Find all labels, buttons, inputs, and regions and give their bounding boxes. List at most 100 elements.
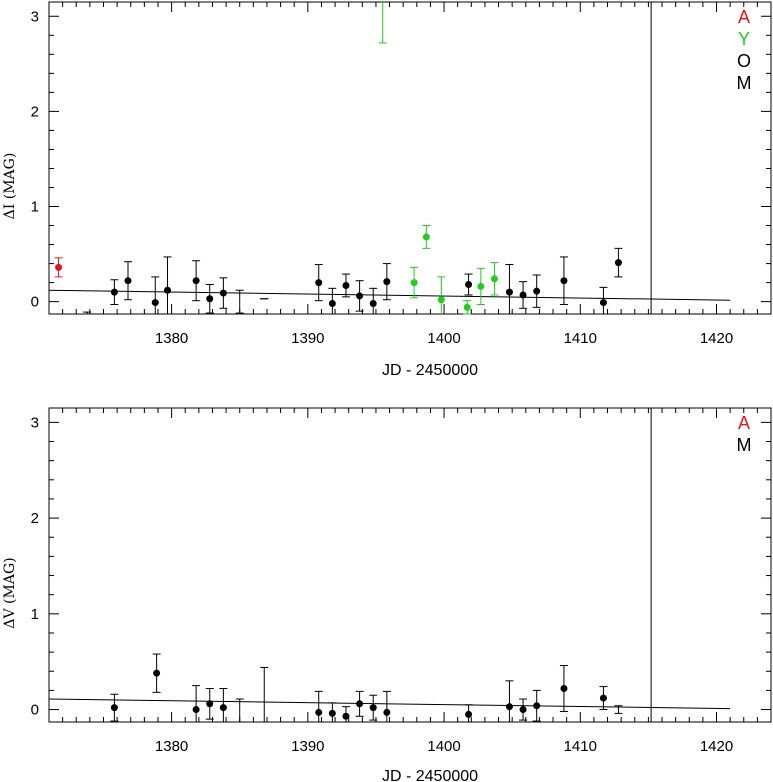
marker (328, 300, 336, 308)
data-point (437, 276, 446, 314)
data-point (260, 666, 269, 722)
data-point (532, 689, 541, 722)
data-point (192, 685, 201, 722)
y-tick-label: 1 (31, 199, 39, 216)
y-axis-title: ΔV (MAG) (2, 557, 18, 628)
data-point (378, 2, 387, 44)
marker (477, 282, 485, 290)
fit-line (48, 698, 731, 710)
marker (356, 700, 364, 708)
marker (164, 286, 172, 294)
data-point (341, 706, 350, 722)
marker (153, 669, 161, 677)
data-point (559, 665, 568, 712)
marker (560, 277, 568, 285)
data-point (151, 276, 160, 314)
marker (315, 708, 323, 716)
data-point (505, 680, 514, 722)
data-point (314, 264, 323, 302)
marker (315, 279, 323, 287)
data-point (219, 277, 228, 309)
data-point (519, 698, 528, 721)
marker (124, 277, 132, 285)
data-point (382, 263, 391, 301)
data-point (355, 690, 364, 717)
data-point (235, 289, 244, 314)
data-point (505, 264, 514, 314)
series-Y (378, 2, 499, 315)
marker (219, 289, 227, 297)
marker (110, 288, 118, 296)
marker (519, 706, 527, 714)
data-point (476, 267, 485, 305)
panel-bottom: 1380 1390 1400 1410 1420 0 1 2 3 JD - 2450000 ΔV (… (2, 407, 772, 782)
marker (505, 288, 513, 296)
data-point (382, 690, 391, 722)
marker (383, 708, 391, 716)
data-point (328, 287, 337, 314)
data-point (532, 274, 541, 308)
data-point (124, 261, 133, 301)
x-tick-label: 1420 (700, 330, 733, 347)
data-point (54, 257, 63, 278)
marker (422, 233, 430, 241)
x-tick-label: 1400 (427, 330, 460, 347)
series-M (110, 653, 623, 722)
marker (560, 684, 568, 692)
x-tick-label: 1380 (155, 330, 188, 347)
legend-entry: M (737, 73, 752, 93)
marker (342, 712, 350, 720)
data-point (599, 686, 608, 711)
x-tick-label: 1380 (155, 738, 188, 755)
marker (533, 287, 541, 295)
fit-line (48, 289, 731, 301)
marker (490, 275, 498, 283)
x-tick-label: 1410 (564, 738, 597, 755)
marker (410, 279, 418, 287)
marker (369, 300, 377, 308)
marker (192, 277, 200, 285)
y-tick-label: 2 (31, 103, 39, 120)
marker (463, 303, 471, 311)
y-tick-label: 3 (31, 8, 39, 25)
data-point (355, 280, 364, 312)
marker (55, 263, 63, 271)
data-point (559, 256, 568, 305)
x-tick-label: 1390 (291, 738, 324, 755)
data-point (464, 273, 473, 296)
data-point (463, 300, 472, 315)
data-point (219, 687, 228, 722)
data-point (599, 286, 608, 314)
marker (219, 704, 227, 712)
marker (206, 700, 214, 708)
y-axis-title: ΔI (MAG) (2, 153, 18, 220)
marker (437, 296, 445, 304)
marker (533, 702, 541, 710)
data-point (490, 262, 499, 296)
marker (369, 704, 377, 712)
y-tick-label: 1 (31, 606, 39, 623)
data-point (369, 287, 378, 314)
legend: AM (737, 413, 752, 455)
marker (599, 694, 607, 702)
legend-entry: M (737, 435, 752, 455)
marker (356, 292, 364, 300)
marker (383, 278, 391, 286)
legend-entry: A (738, 7, 750, 27)
data-point (110, 279, 119, 305)
y-tick-label: 3 (31, 414, 39, 431)
x-axis-title: JD - 2450000 (382, 362, 478, 379)
data-point (369, 694, 378, 721)
marker (614, 259, 622, 267)
legend-entry: Y (738, 29, 750, 49)
marker (206, 295, 214, 303)
marker (505, 703, 513, 711)
data-point (464, 704, 473, 722)
data-point (341, 273, 350, 298)
x-tick-label: 1420 (700, 738, 733, 755)
y-tick-label: 0 (31, 294, 39, 311)
x-axis-title: JD - 2450000 (382, 768, 478, 782)
data-point (163, 256, 172, 314)
data-point (314, 690, 323, 722)
